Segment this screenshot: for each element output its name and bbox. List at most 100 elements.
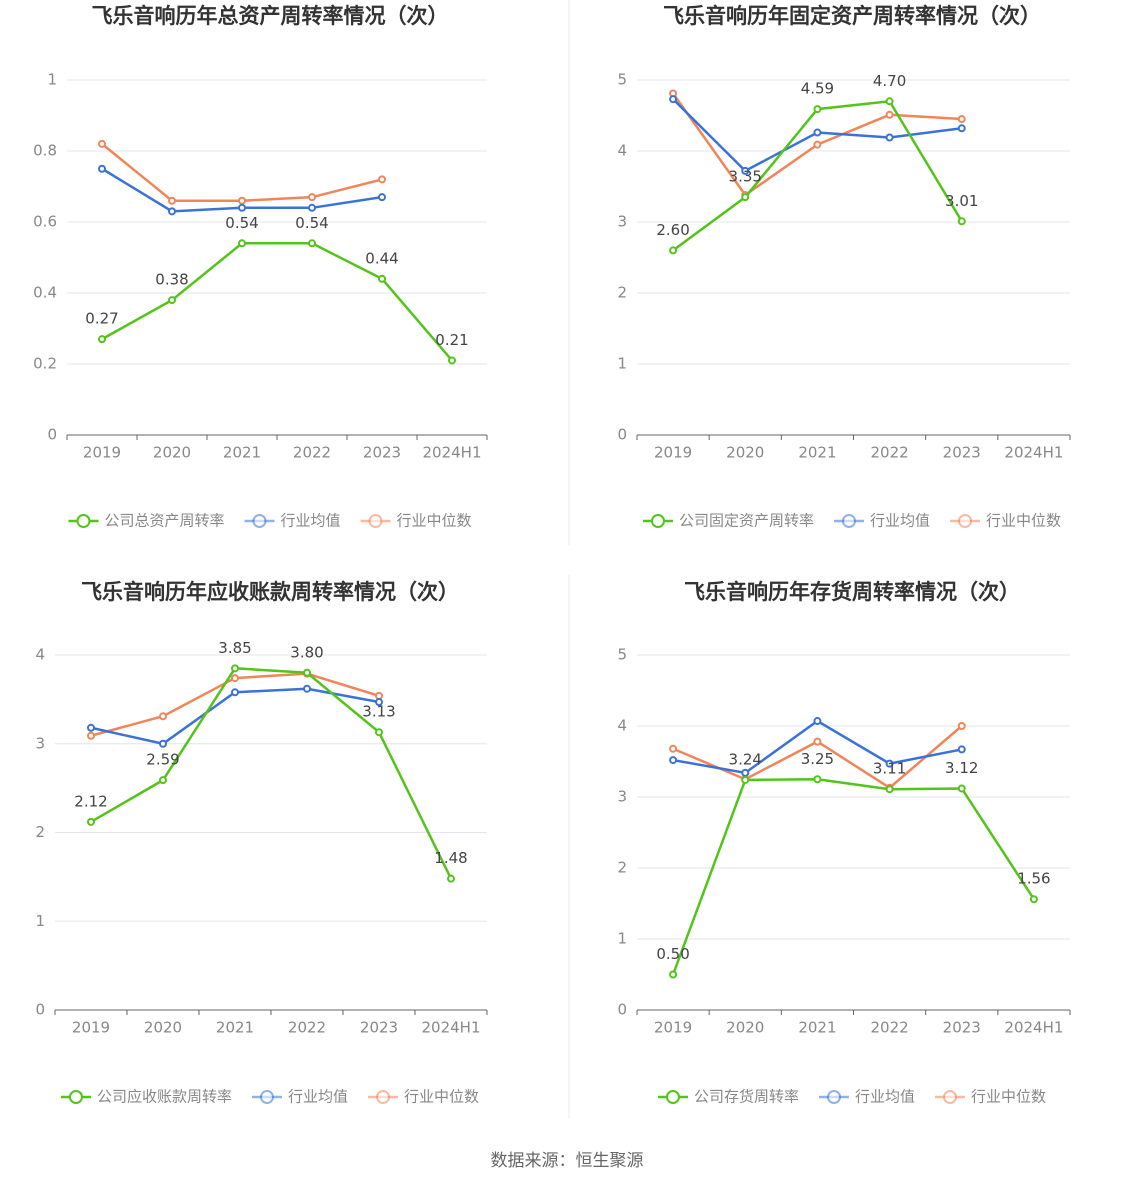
- series-line: [672, 99, 963, 252]
- point: [885, 759, 894, 768]
- series-line: [671, 777, 1035, 975]
- y-tick-label: 0.4: [33, 284, 57, 302]
- point: [308, 239, 316, 248]
- point: [87, 731, 95, 740]
- data-label: 4.59: [801, 80, 834, 98]
- legend-label: 公司存货周转率: [694, 1088, 799, 1106]
- x-tick-label: 2020: [144, 1019, 182, 1037]
- point: [308, 193, 316, 202]
- legend-label: 公司总资产周转率: [104, 512, 224, 530]
- point: [378, 274, 386, 283]
- y-tick-label: 3: [617, 213, 627, 231]
- chart-title: 飞乐音响历年固定资产周转率情况（次）: [663, 4, 1041, 28]
- point: [669, 970, 678, 979]
- y-tick-label: 1: [617, 355, 627, 373]
- point: [238, 239, 246, 248]
- data-label: 0.38: [155, 271, 188, 289]
- data-label: 0.50: [656, 945, 689, 963]
- point: [238, 196, 246, 205]
- legend-marker: [68, 1090, 83, 1104]
- point: [303, 684, 311, 693]
- point: [885, 785, 894, 794]
- point: [168, 196, 176, 205]
- legend-item: 行业中位数: [368, 1088, 479, 1106]
- x-tick-label: 2022: [870, 1019, 908, 1037]
- chart-title: 飞乐音响历年存货周转率情况（次）: [684, 580, 1020, 604]
- point: [669, 744, 678, 753]
- legend-marker: [841, 514, 856, 528]
- legend-label: 行业均值: [870, 512, 930, 530]
- legend: 公司存货周转率 行业均值 行业中位数: [657, 1088, 1046, 1106]
- y-tick-label: 0: [617, 426, 627, 444]
- legend-item: 行业均值: [244, 512, 341, 530]
- point: [813, 128, 822, 137]
- y-tick-label: 4: [617, 142, 627, 160]
- y-tick-label: 5: [617, 71, 627, 89]
- point: [741, 768, 750, 777]
- data-label: 2.12: [74, 792, 107, 810]
- y-tick-label: 1: [35, 912, 45, 930]
- point: [957, 745, 966, 754]
- legend-marker: [650, 514, 665, 528]
- legend-item: 行业中位数: [950, 512, 1061, 530]
- legend-item: 公司总资产周转率: [68, 512, 224, 530]
- point: [168, 207, 176, 216]
- y-tick-label: 0.8: [33, 142, 57, 160]
- chart-title: 飞乐音响历年总资产周转率情况（次）: [92, 4, 449, 28]
- x-tick-label: 2019: [83, 444, 121, 462]
- point: [885, 133, 894, 142]
- legend-marker: [943, 1090, 958, 1104]
- point: [375, 728, 383, 737]
- point: [957, 784, 966, 793]
- y-tick-label: 4: [35, 646, 45, 664]
- x-tick-label: 2020: [153, 444, 191, 462]
- point: [741, 193, 750, 202]
- x-tick-label: 2023: [943, 444, 981, 462]
- y-tick-label: 2: [35, 823, 45, 841]
- point: [231, 664, 239, 673]
- point: [378, 193, 386, 202]
- legend-marker: [376, 1090, 391, 1104]
- point: [168, 296, 176, 305]
- data-label: 4.70: [873, 72, 906, 90]
- data-label: 2.59: [146, 751, 179, 769]
- x-tick-label: 2019: [654, 1019, 692, 1037]
- x-tick-label: 2021: [223, 444, 261, 462]
- point: [669, 756, 678, 765]
- data-label: 2.60: [656, 221, 689, 239]
- legend-item: 行业中位数: [935, 1088, 1046, 1106]
- point: [159, 712, 167, 721]
- series-line: [90, 672, 380, 737]
- x-tick-label: 2024H1: [1004, 444, 1063, 462]
- point: [98, 164, 106, 173]
- x-tick-label: 2023: [363, 444, 401, 462]
- legend-label: 行业均值: [280, 512, 340, 530]
- data-label: 1.56: [1017, 870, 1050, 888]
- data-label: 0.27: [85, 310, 118, 328]
- legend-marker: [259, 1090, 274, 1104]
- point: [1029, 895, 1038, 904]
- legend-item: 行业均值: [833, 512, 930, 530]
- point: [957, 115, 966, 124]
- data-label: 0.54: [295, 214, 328, 232]
- point: [375, 698, 383, 707]
- data-label: 3.13: [362, 703, 395, 721]
- point: [813, 737, 822, 746]
- legend-marker: [368, 514, 383, 528]
- series-line: [101, 242, 453, 362]
- legend-item: 公司存货周转率: [657, 1088, 799, 1106]
- data-label: 3.35: [729, 168, 762, 186]
- legend-item: 公司固定资产周转率: [642, 512, 814, 530]
- y-tick-label: 0: [47, 426, 57, 444]
- point: [813, 140, 822, 149]
- x-tick-label: 2021: [798, 1019, 836, 1037]
- legend-marker: [826, 1090, 841, 1104]
- x-tick-label: 2023: [943, 1019, 981, 1037]
- point: [957, 217, 966, 226]
- x-tick-label: 2019: [654, 444, 692, 462]
- point: [231, 674, 239, 683]
- point: [303, 668, 311, 677]
- x-tick-label: 2021: [216, 1019, 254, 1037]
- legend-label: 行业中位数: [404, 1088, 479, 1106]
